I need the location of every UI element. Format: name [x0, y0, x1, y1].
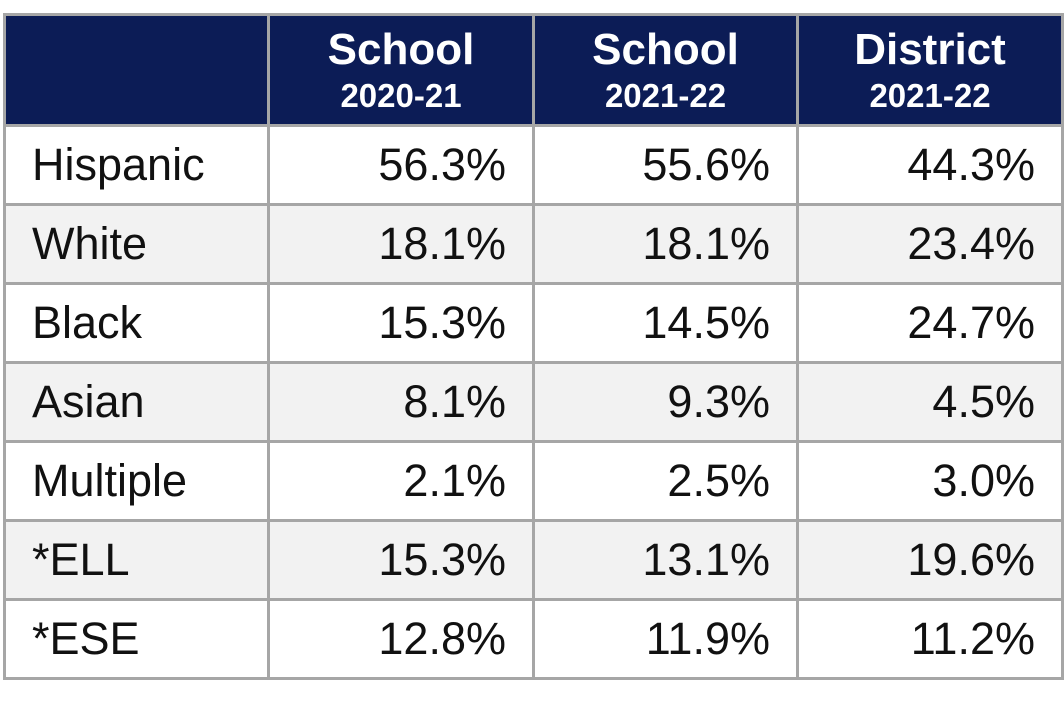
- table-row: *ELL 15.3% 13.1% 19.6%: [3, 519, 1064, 601]
- row-label: Asian: [3, 361, 270, 443]
- value-cell: 15.3%: [267, 519, 535, 601]
- row-label: White: [3, 203, 270, 285]
- table-row: Multiple 2.1% 2.5% 3.0%: [3, 440, 1064, 522]
- header-cell: District 2021-22: [796, 13, 1064, 127]
- value-cell: 18.1%: [532, 203, 799, 285]
- table-row: Asian 8.1% 9.3% 4.5%: [3, 361, 1064, 443]
- row-label: Black: [3, 282, 270, 364]
- value-cell: 55.6%: [532, 124, 799, 206]
- value-cell: 18.1%: [267, 203, 535, 285]
- value-cell: 8.1%: [267, 361, 535, 443]
- value-cell: 11.2%: [796, 598, 1064, 680]
- table-row: *ESE 12.8% 11.9% 11.2%: [3, 598, 1064, 680]
- value-cell: 4.5%: [796, 361, 1064, 443]
- header-title: School: [327, 24, 475, 74]
- table-row: Hispanic 56.3% 55.6% 44.3%: [3, 124, 1064, 206]
- table-row: White 18.1% 18.1% 23.4%: [3, 203, 1064, 285]
- value-cell: 15.3%: [267, 282, 535, 364]
- demographics-table: School 2020-21 School 2021-22 District 2021-2…: [3, 13, 1064, 680]
- value-cell: 24.7%: [796, 282, 1064, 364]
- value-cell: 13.1%: [532, 519, 799, 601]
- header-subtitle: 2021-22: [604, 76, 727, 114]
- value-cell: 3.0%: [796, 440, 1064, 522]
- header-cell: School 2020-21: [267, 13, 535, 127]
- table-container: School 2020-21 School 2021-22 District 2021-2…: [3, 13, 1064, 680]
- value-cell: 2.1%: [267, 440, 535, 522]
- row-label: *ELL: [3, 519, 270, 601]
- header-subtitle: 2020-21: [340, 76, 462, 114]
- value-cell: 11.9%: [532, 598, 799, 680]
- value-cell: 12.8%: [267, 598, 535, 680]
- header-cell: School 2021-22: [532, 13, 799, 127]
- header-row: School 2020-21 School 2021-22 District 2021-2…: [3, 13, 1064, 127]
- table-body: Hispanic 56.3% 55.6% 44.3% White 18.1% 18.1% 23…: [3, 124, 1064, 680]
- value-cell: 9.3%: [532, 361, 799, 443]
- value-cell: 23.4%: [796, 203, 1064, 285]
- value-cell: 44.3%: [796, 124, 1064, 206]
- header-corner: [3, 13, 270, 127]
- value-cell: 19.6%: [796, 519, 1064, 601]
- header-subtitle: 2021-22: [869, 76, 991, 114]
- table-row: Black 15.3% 14.5% 24.7%: [3, 282, 1064, 364]
- header-title: School: [592, 24, 739, 74]
- row-label: *ESE: [3, 598, 270, 680]
- header-title: District: [854, 24, 1006, 74]
- value-cell: 14.5%: [532, 282, 799, 364]
- row-label: Multiple: [3, 440, 270, 522]
- value-cell: 56.3%: [267, 124, 535, 206]
- table-header: School 2020-21 School 2021-22 District 2021-2…: [3, 13, 1064, 127]
- value-cell: 2.5%: [532, 440, 799, 522]
- row-label: Hispanic: [3, 124, 270, 206]
